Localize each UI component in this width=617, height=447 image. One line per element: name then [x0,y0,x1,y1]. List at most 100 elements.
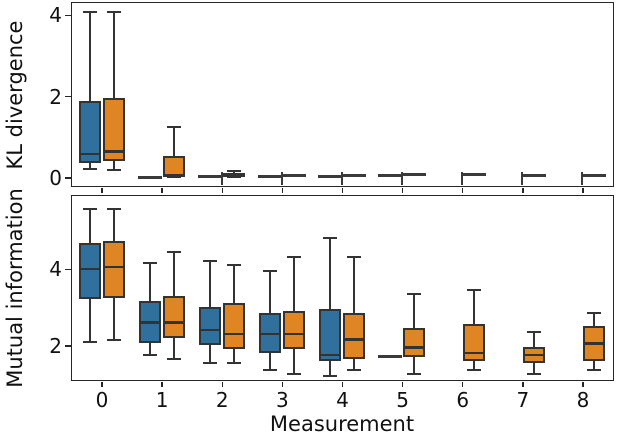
x-tick [522,187,524,193]
y-tick-label: 4 [49,257,62,282]
series-orange-median [162,321,185,324]
series-blue-upper-whisker [208,261,211,308]
series-blue-lower-cap [82,340,97,343]
x-tick [401,381,404,387]
series-orange-median [583,342,606,345]
series-orange-box [222,303,245,350]
series-blue-lower-whisker [208,345,211,363]
series-blue-median [198,328,221,332]
series-orange-flat-box [462,173,487,177]
series-orange-upper-cap [166,250,181,253]
series-blue-median [78,267,101,271]
series-blue-upper-cap [323,237,337,240]
series-orange-upper-whisker [353,257,355,313]
x-tick-label: 5 [396,388,409,412]
x-tick [221,187,224,193]
series-blue-lower-cap [323,375,337,378]
series-orange-lower-cap [347,369,361,372]
x-tick-label: 7 [516,388,530,412]
series-orange-upper-cap [407,292,422,295]
y-tick-label: 2 [49,333,62,358]
series-blue-flat-box [257,174,282,178]
series-orange-upper-whisker [232,170,235,174]
y-tick-label: 2 [49,84,62,109]
series-orange-upper-whisker [292,257,295,311]
zero-stub [220,172,223,186]
series-orange-median [463,351,486,355]
series-orange-upper-whisker [172,251,175,296]
series-blue-upper-cap [82,208,97,211]
series-orange-lower-cap [166,357,181,360]
x-tick-label: 3 [276,388,289,412]
x-tick [522,381,524,387]
x-tick-label: 6 [456,388,470,412]
series-orange-lower-whisker [413,356,416,375]
x-tick [341,381,344,387]
series-orange-upper-whisker [473,289,476,325]
zero-stub [401,172,404,186]
series-orange-upper-cap [467,288,482,291]
series-orange-upper-cap [226,263,241,266]
series-orange-upper-cap [106,10,121,13]
x-tick-label: 1 [155,388,169,412]
x-tick [341,187,344,193]
series-blue-box [78,242,101,299]
series-blue-upper-cap [262,269,277,272]
zero-stub [280,172,283,186]
y-tick [64,14,71,17]
series-orange-median [282,332,305,336]
series-blue-median [138,321,161,324]
series-orange-lower-cap [527,373,542,376]
series-blue-upper-whisker [268,270,271,313]
series-orange-lower-whisker [353,358,355,371]
series-orange-upper-cap [226,169,241,172]
series-orange-upper-cap [286,256,301,259]
series-orange-lower-cap [226,361,241,364]
series-blue-lower-whisker [148,343,151,355]
series-orange-upper-whisker [533,331,536,348]
series-blue-box [78,101,101,163]
x-tick [461,187,464,193]
series-orange-upper-whisker [112,209,115,242]
series-orange-upper-cap [166,125,181,128]
x-tick [161,187,163,193]
mutual-information-axes [70,195,614,381]
series-orange-box [102,98,125,162]
series-orange-lower-whisker [232,349,235,363]
series-orange-upper-cap [587,311,602,314]
zero-stub [581,172,584,186]
series-blue-lower-whisker [268,353,271,371]
y-tick [64,177,71,179]
series-orange-median [102,150,125,153]
series-blue-flat-box [378,174,403,178]
series-orange-lower-cap [467,369,482,372]
series-orange-median [403,346,426,349]
x-tick [281,381,284,387]
series-orange-upper-whisker [232,264,235,304]
series-orange-upper-cap [527,330,542,333]
series-blue-upper-cap [202,260,217,263]
series-orange-lower-whisker [533,362,536,375]
y-tick [64,345,71,347]
y-tick-label: 0 [49,165,62,190]
x-tick [582,187,584,193]
x-tick [101,187,103,193]
series-orange-median [523,353,546,357]
series-orange-lower-cap [106,169,121,172]
series-orange-median [343,338,365,341]
series-orange-lower-cap [587,369,602,372]
y-tick-label: 4 [49,3,62,28]
zero-stub [341,172,343,186]
series-orange-median [222,174,245,178]
series-orange-median [222,332,245,336]
zero-stub [461,172,464,186]
series-orange-upper-whisker [112,11,115,99]
y-tick [64,268,71,271]
series-blue-lower-cap [82,168,97,171]
series-blue-flat-box [318,175,342,179]
y-tick [64,95,71,98]
series-blue-lower-cap [142,353,157,356]
series-blue-lower-cap [262,369,277,372]
series-orange-lower-whisker [473,360,476,371]
